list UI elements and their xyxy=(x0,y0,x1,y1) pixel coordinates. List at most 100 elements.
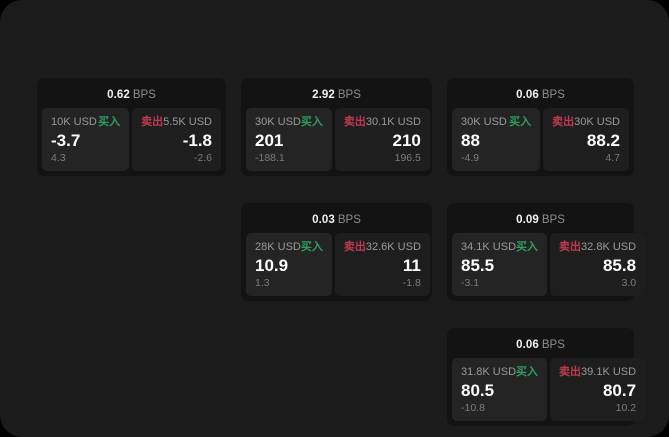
buy-side[interactable]: 28K USD 买入 10.9 1.3 xyxy=(246,233,332,296)
card-body: 34.1K USD 买入 85.5 -3.1 卖出 32.8K USD 85.8… xyxy=(452,233,646,296)
card-body: 31.8K USD 买入 80.5 -10.8 卖出 39.1K USD 80.… xyxy=(452,358,646,421)
quote-card[interactable]: 0.03 BPS 28K USD 买入 10.9 1.3 卖出 xyxy=(241,203,432,301)
sell-delta: 3.0 xyxy=(621,276,637,289)
bps-unit-label: BPS xyxy=(337,214,361,226)
sell-size-label: 5.5K USD xyxy=(163,116,212,128)
bps-value: 0.62 xyxy=(107,89,130,101)
buy-delta: -4.9 xyxy=(461,151,480,164)
bps-unit-label: BPS xyxy=(541,89,565,101)
buy-tag: 买入 xyxy=(98,116,121,128)
sell-side[interactable]: 卖出 30.1K USD 210 196.5 xyxy=(334,108,430,171)
quote-column-3: 0.06 BPS 30K USD 买入 88 -4.9 卖出 xyxy=(447,78,646,426)
sell-tag: 卖出 xyxy=(559,366,582,378)
quote-columns-container: 0.62 BPS 10K USD 买入 -3.7 4.3 卖出 xyxy=(37,78,646,426)
sell-tag: 卖出 xyxy=(343,116,366,128)
bps-unit-label: BPS xyxy=(337,89,361,101)
buy-size-label: 31.8K USD xyxy=(461,366,517,378)
buy-side[interactable]: 10K USD 买入 -3.7 4.3 xyxy=(42,108,130,171)
buy-side[interactable]: 31.8K USD 买入 80.5 -10.8 xyxy=(452,358,548,421)
buy-side[interactable]: 34.1K USD 买入 85.5 -3.1 xyxy=(452,233,548,296)
sell-delta: 10.2 xyxy=(615,401,637,414)
quote-card[interactable]: 0.06 BPS 31.8K USD 买入 80.5 -10.8 卖出 xyxy=(447,328,646,426)
sell-size-label: 32.6K USD xyxy=(365,241,421,253)
sell-side-header: 卖出 39.1K USD xyxy=(559,367,636,378)
sell-side[interactable]: 卖出 32.6K USD 11 -1.8 xyxy=(334,233,430,296)
sell-side-header: 卖出 32.8K USD xyxy=(559,242,636,253)
sell-side[interactable]: 卖出 5.5K USD -1.8 -2.6 xyxy=(132,108,221,171)
buy-tag: 买入 xyxy=(516,241,539,253)
bps-value: 0.09 xyxy=(516,214,539,226)
sell-price: 88.2 xyxy=(586,130,620,150)
sell-side[interactable]: 卖出 39.1K USD 80.7 10.2 xyxy=(550,358,646,421)
card-header: 2.92 BPS xyxy=(246,83,427,108)
bps-unit-label: BPS xyxy=(541,214,565,226)
sell-price: -1.8 xyxy=(182,130,212,150)
quote-card[interactable]: 0.06 BPS 30K USD 买入 88 -4.9 卖出 xyxy=(447,78,634,176)
bps-value: 0.06 xyxy=(516,339,539,351)
sell-tag: 卖出 xyxy=(559,241,582,253)
buy-side-header: 30K USD 买入 xyxy=(461,117,531,128)
quote-card[interactable]: 2.92 BPS 30K USD 买入 201 -188.1 卖出 xyxy=(241,78,432,176)
sell-delta: 4.7 xyxy=(605,151,620,164)
buy-tag: 买入 xyxy=(300,116,323,128)
buy-delta: -10.8 xyxy=(461,401,485,414)
sell-price: 11 xyxy=(402,255,421,275)
buy-delta: -3.1 xyxy=(461,276,480,289)
buy-size-label: 30K USD xyxy=(255,116,301,128)
sell-side[interactable]: 卖出 30K USD 88.2 4.7 xyxy=(543,108,629,171)
buy-side[interactable]: 30K USD 买入 201 -188.1 xyxy=(246,108,332,171)
buy-side[interactable]: 30K USD 买入 88 -4.9 xyxy=(452,108,541,171)
buy-price: 10.9 xyxy=(255,255,289,275)
sell-delta: -2.6 xyxy=(193,151,212,164)
buy-delta: 1.3 xyxy=(255,276,270,289)
bps-value: 0.06 xyxy=(516,89,539,101)
card-header: 0.06 BPS xyxy=(452,83,629,108)
sell-size-label: 30.1K USD xyxy=(365,116,421,128)
card-header: 0.09 BPS xyxy=(452,208,629,233)
quote-column-1: 0.62 BPS 10K USD 买入 -3.7 4.3 卖出 xyxy=(37,78,226,176)
buy-tag: 买入 xyxy=(509,116,532,128)
sell-side-header: 卖出 32.6K USD xyxy=(344,242,421,253)
card-header: 0.03 BPS xyxy=(246,208,427,233)
sell-delta: 196.5 xyxy=(394,151,421,164)
sell-side-header: 卖出 5.5K USD xyxy=(141,117,212,128)
bps-value: 0.03 xyxy=(312,214,335,226)
buy-size-label: 30K USD xyxy=(461,116,507,128)
card-header: 0.62 BPS xyxy=(42,83,221,108)
buy-price: -3.7 xyxy=(51,130,81,150)
buy-tag: 买入 xyxy=(300,241,323,253)
sell-size-label: 32.8K USD xyxy=(581,241,637,253)
buy-side-header: 31.8K USD 买入 xyxy=(461,367,538,378)
buy-price: 88 xyxy=(461,130,480,150)
sell-side-header: 卖出 30K USD xyxy=(552,117,620,128)
buy-delta: -188.1 xyxy=(255,151,285,164)
quote-card[interactable]: 0.62 BPS 10K USD 买入 -3.7 4.3 卖出 xyxy=(37,78,226,176)
buy-size-label: 34.1K USD xyxy=(461,241,517,253)
quote-card[interactable]: 0.09 BPS 34.1K USD 买入 85.5 -3.1 卖出 xyxy=(447,203,646,301)
sell-side[interactable]: 卖出 32.8K USD 85.8 3.0 xyxy=(550,233,646,296)
sell-tag: 卖出 xyxy=(343,241,366,253)
sell-size-label: 30K USD xyxy=(574,116,620,128)
bps-value: 2.92 xyxy=(312,89,335,101)
sell-delta: -1.8 xyxy=(402,276,421,289)
buy-delta: 4.3 xyxy=(51,151,66,164)
sell-tag: 卖出 xyxy=(141,116,164,128)
card-body: 28K USD 买入 10.9 1.3 卖出 32.6K USD 11 -1.8 xyxy=(246,233,430,296)
bps-unit-label: BPS xyxy=(541,339,565,351)
card-body: 10K USD 买入 -3.7 4.3 卖出 5.5K USD -1.8 -2.… xyxy=(42,108,221,171)
buy-side-header: 34.1K USD 买入 xyxy=(461,242,538,253)
buy-side-header: 30K USD 买入 xyxy=(255,117,323,128)
bps-unit-label: BPS xyxy=(132,89,156,101)
sell-price: 210 xyxy=(392,130,421,150)
buy-side-header: 28K USD 买入 xyxy=(255,242,323,253)
quote-column-2: 2.92 BPS 30K USD 买入 201 -188.1 卖出 xyxy=(241,78,432,301)
card-header: 0.06 BPS xyxy=(452,333,629,358)
card-body: 30K USD 买入 201 -188.1 卖出 30.1K USD 210 1… xyxy=(246,108,430,171)
sell-size-label: 39.1K USD xyxy=(581,366,637,378)
buy-side-header: 10K USD 买入 xyxy=(51,117,120,128)
buy-tag: 买入 xyxy=(516,366,539,378)
buy-size-label: 10K USD xyxy=(51,116,97,128)
buy-price: 80.5 xyxy=(461,380,495,400)
card-body: 30K USD 买入 88 -4.9 卖出 30K USD 88.2 4.7 xyxy=(452,108,629,171)
